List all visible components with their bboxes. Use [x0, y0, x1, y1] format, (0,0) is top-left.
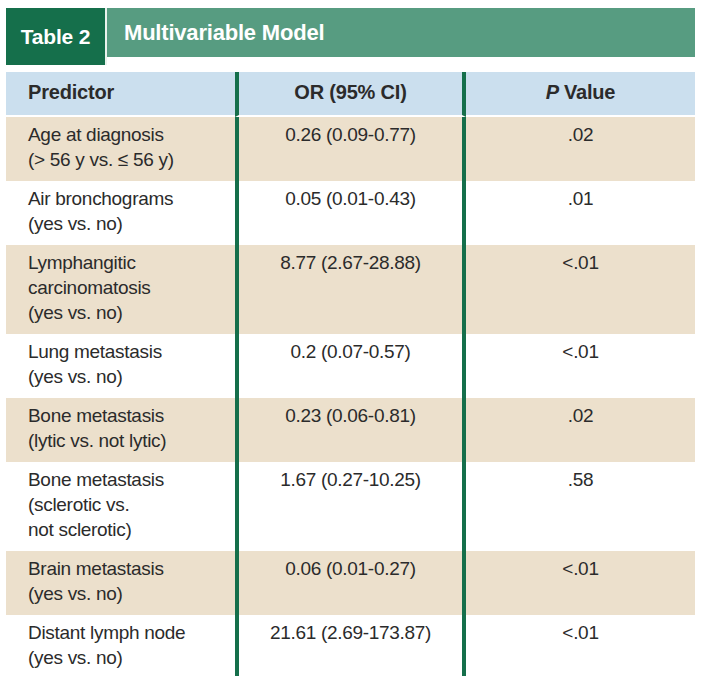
or-ci-cell: 0.05 (0.01-0.43)	[235, 181, 466, 245]
or-ci-cell: 21.61 (2.69-173.87)	[235, 615, 466, 676]
predictor-cell: Lung metastasis (yes vs. no)	[6, 334, 235, 398]
or-ci-cell: 8.77 (2.67-28.88)	[235, 245, 466, 334]
or-ci-cell: 0.06 (0.01-0.27)	[235, 551, 466, 615]
p-value-rest: Value	[564, 81, 615, 103]
page: Table 2 Multivariable Model Predictor OR…	[0, 0, 703, 676]
table-title-bar: Table 2 Multivariable Model	[6, 8, 695, 57]
p-value-cell: .58	[466, 462, 695, 551]
p-value-cell: <.01	[466, 551, 695, 615]
column-header-or-ci: OR (95% CI)	[235, 72, 466, 117]
table-number-label: Table 2	[21, 25, 90, 49]
table-row: Bone metastasis (lytic vs. not lytic) 0.…	[6, 398, 695, 462]
p-value-italic-p: P	[546, 81, 559, 103]
or-ci-cell: 0.26 (0.09-0.77)	[235, 117, 466, 181]
predictor-cell: Distant lymph node (yes vs. no)	[6, 615, 235, 676]
p-value-cell: .02	[466, 117, 695, 181]
table-title: Multivariable Model	[124, 8, 324, 57]
table-header-row: Predictor OR (95% CI) PValue	[6, 72, 695, 117]
predictor-cell: Brain metastasis (yes vs. no)	[6, 551, 235, 615]
column-header-predictor: Predictor	[6, 72, 235, 117]
table-row: Bone metastasis (sclerotic vs. not scler…	[6, 462, 695, 551]
p-value-cell: <.01	[466, 245, 695, 334]
multivariable-model-table: Predictor OR (95% CI) PValue Age at diag…	[6, 72, 695, 676]
table-row: Lymphangitic carcinomatosis (yes vs. no)…	[6, 245, 695, 334]
p-value-cell: <.01	[466, 334, 695, 398]
predictor-cell: Bone metastasis (sclerotic vs. not scler…	[6, 462, 235, 551]
or-ci-cell: 1.67 (0.27-10.25)	[235, 462, 466, 551]
p-value-cell: .02	[466, 398, 695, 462]
table-row: Air bronchograms (yes vs. no) 0.05 (0.01…	[6, 181, 695, 245]
predictor-cell: Lymphangitic carcinomatosis (yes vs. no)	[6, 245, 235, 334]
p-value-cell: <.01	[466, 615, 695, 676]
table-row: Lung metastasis (yes vs. no) 0.2 (0.07-0…	[6, 334, 695, 398]
table-row: Distant lymph node (yes vs. no) 21.61 (2…	[6, 615, 695, 676]
table-row: Age at diagnosis (> 56 y vs. ≤ 56 y) 0.2…	[6, 117, 695, 181]
or-ci-cell: 0.2 (0.07-0.57)	[235, 334, 466, 398]
predictor-cell: Bone metastasis (lytic vs. not lytic)	[6, 398, 235, 462]
p-value-cell: .01	[466, 181, 695, 245]
table-number-tab: Table 2	[6, 8, 107, 65]
title-gap	[6, 57, 695, 72]
predictor-cell: Age at diagnosis (> 56 y vs. ≤ 56 y)	[6, 117, 235, 181]
predictor-cell: Air bronchograms (yes vs. no)	[6, 181, 235, 245]
column-header-p-value: PValue	[466, 72, 695, 117]
or-ci-cell: 0.23 (0.06-0.81)	[235, 398, 466, 462]
table-row: Brain metastasis (yes vs. no) 0.06 (0.01…	[6, 551, 695, 615]
